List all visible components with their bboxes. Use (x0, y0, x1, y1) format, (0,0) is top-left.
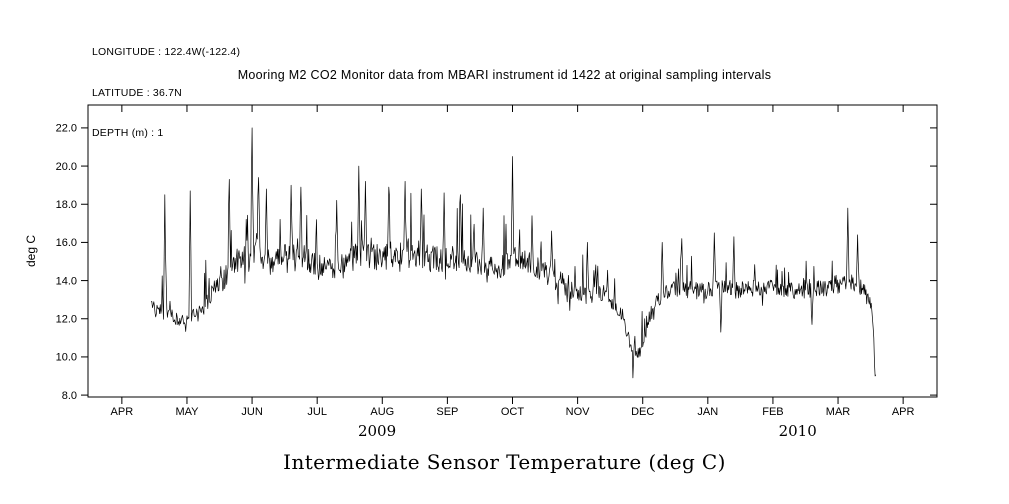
longitude-label: LONGITUDE : 122.4W(-122.4) (92, 46, 241, 58)
y-tick-label: 22.0 (56, 123, 77, 135)
x-tick-label: OCT (501, 406, 525, 418)
metadata-block: LONGITUDE : 122.4W(-122.4) LATITUDE : 36… (92, 19, 240, 168)
y-tick-label: 12.0 (56, 314, 77, 326)
x-tick-label: FEB (762, 406, 783, 418)
bottom-title: Intermediate Sensor Temperature (deg C) (283, 450, 726, 474)
x-tick-label: JUN (241, 406, 262, 418)
y-tick-label: 20.0 (56, 161, 77, 173)
axis-box (87, 104, 938, 398)
y-tick-label: 10.0 (56, 352, 77, 364)
x-tick-label: JAN (697, 406, 718, 418)
data-line (150, 127, 877, 379)
x-tick-label: MAY (175, 406, 199, 418)
x-tick-label: APR (111, 406, 134, 418)
plot-title: Mooring M2 CO2 Monitor data from MBARI i… (237, 68, 772, 82)
x-tick-label: SEP (436, 406, 458, 418)
y-axis-label: deg C (24, 235, 38, 267)
x-tick-label: JUL (307, 406, 327, 418)
x-tick-label: APR (892, 406, 915, 418)
x-tick-label: MAR (826, 406, 851, 418)
y-tick-label: 8.0 (62, 390, 77, 402)
y-tick-label: 16.0 (56, 237, 77, 249)
depth-label: DEPTH (m) : 1 (92, 127, 164, 139)
year-label: 2010 (779, 422, 817, 440)
year-label: 2009 (358, 422, 396, 440)
y-tick-label: 18.0 (56, 199, 77, 211)
x-tick-label: AUG (370, 406, 394, 418)
x-tick-label: NOV (566, 406, 591, 418)
latitude-label: LATITUDE : 36.7N (92, 86, 182, 99)
y-tick-label: 14.0 (56, 275, 77, 287)
x-tick-label: DEC (631, 406, 654, 418)
